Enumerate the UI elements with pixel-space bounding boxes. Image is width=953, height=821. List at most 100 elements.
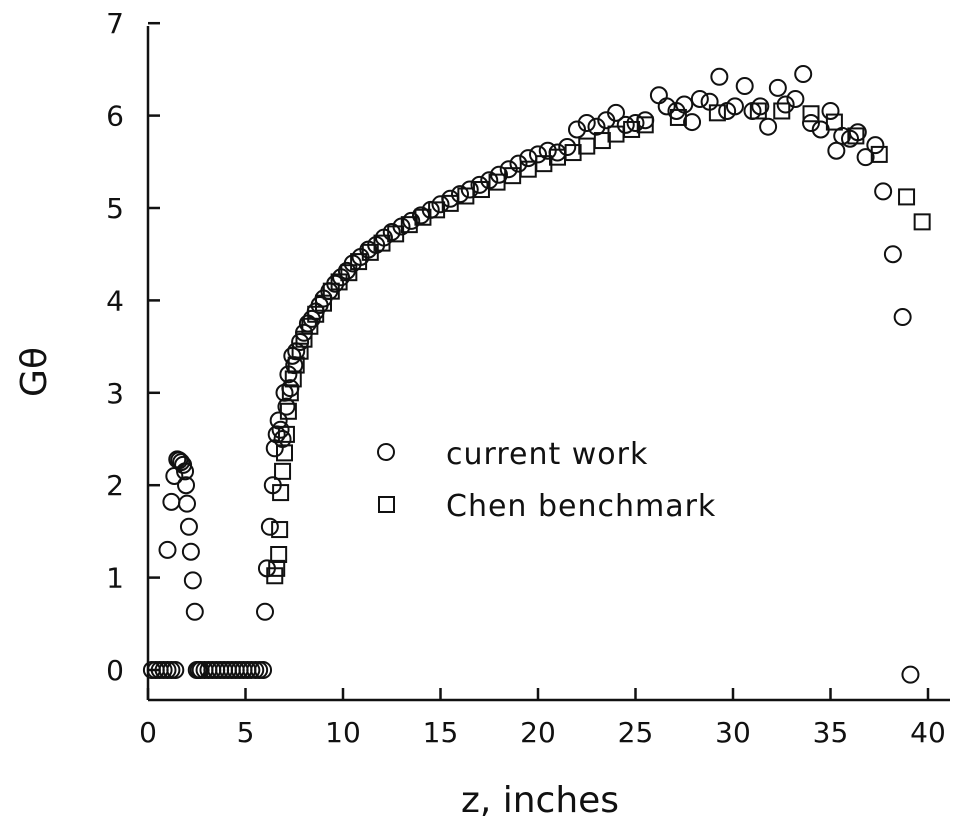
legend: current work Chen benchmark	[377, 437, 716, 524]
data-point-current-work	[271, 420, 290, 439]
data-point-current-work	[460, 180, 479, 199]
data-point-current-work	[382, 223, 401, 242]
data-point-chen-benchmark	[749, 102, 767, 120]
ticks	[146, 21, 930, 700]
data-point-current-work	[176, 462, 195, 481]
x-tick-label: 5	[237, 716, 255, 749]
data-point-current-work	[256, 602, 274, 621]
y-tick-label: 6	[106, 100, 124, 133]
y-tick-label: 7	[106, 7, 124, 40]
data-point-chen-benchmark	[271, 521, 289, 539]
legend-circle-marker	[377, 443, 395, 461]
data-point-current-work	[179, 517, 198, 536]
data-point-chen-benchmark	[272, 484, 290, 502]
y-tick-label: 0	[106, 654, 124, 687]
data-point-current-work	[759, 117, 778, 136]
data-point-current-work	[277, 397, 296, 416]
data-point-current-work	[776, 95, 795, 114]
y-tick-label: 1	[106, 562, 124, 595]
data-point-chen-benchmark	[847, 127, 865, 145]
data-point-current-work	[470, 175, 489, 194]
data-point-chen-benchmark	[295, 330, 313, 348]
data-point-current-work	[519, 149, 538, 168]
data-point-chen-benchmark	[773, 102, 791, 120]
data-point-current-work	[657, 97, 676, 116]
data-point-current-work	[170, 451, 189, 470]
data-point-current-work	[735, 77, 754, 96]
data-point-current-work	[183, 571, 202, 590]
data-point-chen-benchmark	[593, 132, 611, 150]
data-point-chen-benchmark	[340, 264, 358, 282]
x-tick-label: 20	[520, 716, 556, 749]
tick-labels: 0 5 10 15 20 25 30 35 40 0 1 2 3 4 5 6 7	[106, 7, 946, 749]
x-tick-label: 30	[715, 716, 751, 749]
data-point-current-work	[848, 123, 867, 142]
data-point-chen-benchmark	[276, 444, 293, 462]
data-point-current-work	[866, 136, 885, 155]
data-point-current-work	[616, 115, 635, 134]
x-tick-label: 25	[618, 716, 654, 749]
data-point-current-work	[158, 540, 177, 559]
data-point-chen-benchmark	[274, 462, 292, 480]
data-point-current-work	[901, 665, 920, 684]
x-tick-label: 10	[325, 716, 361, 749]
data-point-chen-benchmark	[623, 120, 641, 138]
data-point-current-work	[893, 308, 912, 327]
y-tick-label: 3	[106, 377, 124, 410]
data-point-current-work	[874, 182, 893, 201]
data-point-current-work	[587, 117, 606, 136]
data-point-chen-benchmark	[802, 105, 820, 123]
data-point-current-work	[177, 476, 196, 495]
y-tick-label: 4	[106, 284, 124, 317]
data-point-current-work	[181, 542, 200, 561]
x-tick-label: 0	[139, 716, 157, 749]
data-point-current-work	[431, 195, 450, 214]
data-point-current-work	[607, 103, 625, 122]
data-point-chen-benchmark	[428, 201, 446, 219]
data-point-current-work	[402, 211, 421, 230]
y-axis-title: Gθ	[14, 347, 55, 397]
data-point-chen-benchmark	[870, 145, 888, 163]
legend-square-marker	[378, 496, 395, 513]
data-point-current-work	[254, 661, 273, 679]
x-tick-label: 35	[813, 716, 849, 749]
data-point-current-work	[725, 97, 744, 116]
data-marks	[142, 65, 931, 684]
data-point-chen-benchmark	[279, 402, 297, 420]
data-point-current-work	[509, 154, 528, 173]
data-point-chen-benchmark	[387, 225, 405, 243]
data-point-current-work	[827, 141, 846, 160]
axes	[146, 26, 950, 702]
data-point-current-work	[821, 101, 840, 120]
data-point-current-work	[768, 78, 787, 97]
y-tick-label: 5	[106, 192, 124, 225]
legend-label-chen-benchmark: Chen benchmark	[446, 489, 716, 524]
data-point-chen-benchmark	[284, 370, 302, 388]
data-point-current-work	[751, 97, 770, 116]
data-point-current-work	[267, 425, 286, 444]
x-axis-title: z, inches	[461, 780, 619, 821]
data-point-chen-benchmark	[281, 384, 299, 402]
data-point-chen-benchmark	[535, 155, 553, 173]
data-point-current-work	[626, 113, 645, 132]
data-point-chen-benchmark	[373, 234, 391, 252]
y-tick-label: 2	[106, 469, 124, 502]
data-point-chen-benchmark	[898, 188, 916, 206]
data-point-chen-benchmark	[708, 104, 726, 122]
data-point-chen-benchmark	[913, 213, 931, 231]
data-point-chen-benchmark	[268, 559, 286, 577]
data-point-current-work	[538, 141, 557, 160]
data-point-current-work	[675, 95, 694, 114]
data-point-current-work	[558, 138, 577, 157]
data-point-current-work	[166, 661, 185, 679]
data-point-chen-benchmark	[291, 342, 309, 360]
data-point-current-work	[172, 453, 191, 472]
data-point-current-work	[856, 148, 875, 167]
data-point-chen-benchmark	[825, 113, 843, 131]
data-point-current-work	[499, 160, 518, 179]
data-point-current-work	[683, 113, 702, 132]
x-tick-label: 40	[910, 716, 946, 749]
data-point-current-work	[883, 245, 902, 264]
legend-label-current-work: current work	[446, 437, 648, 472]
